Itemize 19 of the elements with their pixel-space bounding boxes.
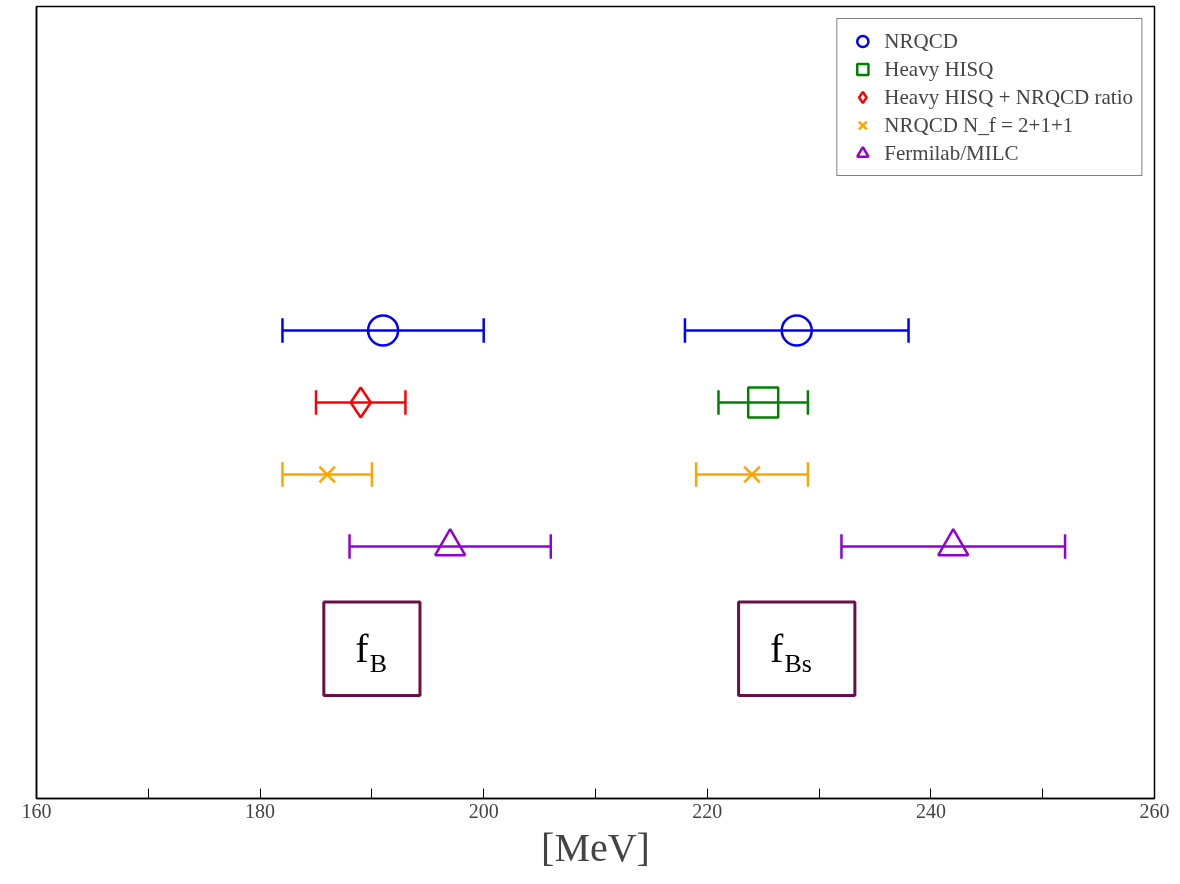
point xyxy=(780,314,813,347)
x-tick-label: 160 xyxy=(21,799,52,822)
legend-label: Heavy HISQ + NRQCD ratio xyxy=(884,84,1133,110)
x-tick-label: 220 xyxy=(692,799,723,822)
point xyxy=(746,386,780,419)
legend-label: Heavy HISQ xyxy=(884,56,994,82)
point xyxy=(937,527,970,557)
x-tick-label: 180 xyxy=(245,799,276,822)
x-tick-label: 240 xyxy=(915,799,946,822)
point xyxy=(366,314,400,347)
legend-label: NRQCD N_f = 2+1+1 xyxy=(884,112,1074,138)
x-tick-label: 200 xyxy=(468,799,499,822)
point xyxy=(318,465,337,484)
point xyxy=(433,527,467,557)
legend-label: Fermilab/MILC xyxy=(884,140,1019,166)
point xyxy=(742,465,762,484)
legend-label: NRQCD xyxy=(884,28,958,54)
x-tick-label: 260 xyxy=(1139,799,1170,822)
x-axis-title: [MeV] xyxy=(541,824,650,870)
